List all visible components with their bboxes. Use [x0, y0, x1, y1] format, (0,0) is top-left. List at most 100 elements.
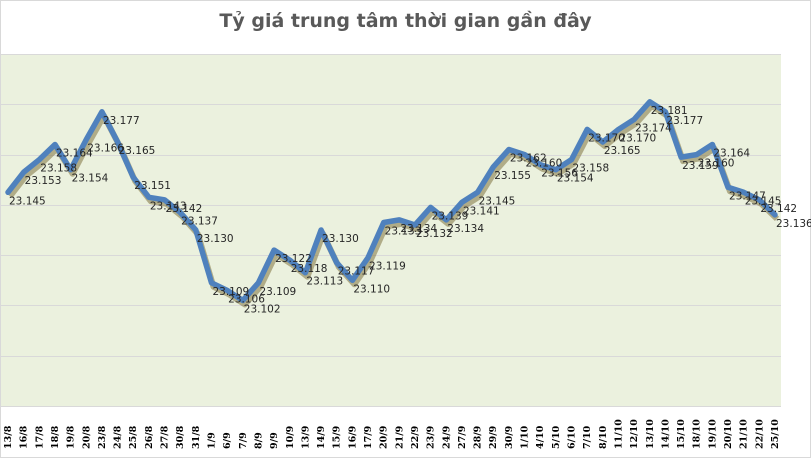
- x-axis-label: 29/9: [488, 425, 499, 449]
- x-axis-label: 7/9: [238, 432, 249, 449]
- x-axis-label: 1/9: [206, 432, 217, 449]
- x-axis-label: 15/9: [332, 425, 343, 449]
- x-axis-label: 24/8: [113, 425, 124, 449]
- data-label: 23.145: [745, 195, 782, 207]
- data-label: 23.170: [588, 132, 625, 144]
- data-label: 23.174: [635, 122, 672, 134]
- data-label: 23.117: [338, 266, 375, 278]
- data-label: 23.137: [181, 215, 218, 227]
- x-axis-label: 17/9: [363, 425, 374, 449]
- x-axis-label: 9/9: [269, 432, 280, 449]
- data-label: 23.160: [698, 158, 735, 170]
- data-label: 23.119: [369, 261, 406, 273]
- x-axis-label: 18/8: [50, 425, 61, 449]
- x-axis-label: 25/10: [770, 419, 781, 449]
- x-axis-label: 22/9: [410, 425, 421, 449]
- data-label: 23.133: [385, 225, 422, 237]
- data-label: 23.154: [72, 173, 109, 185]
- data-label: 23.118: [291, 263, 328, 275]
- x-axis-label: 23/9: [426, 425, 437, 449]
- plot-area: [1, 54, 781, 406]
- x-axis-label: 13/9: [300, 425, 311, 449]
- data-label: 23.155: [494, 170, 531, 182]
- x-axis-label: 21/10: [739, 419, 750, 449]
- x-axis-label: 19/8: [66, 425, 77, 449]
- data-label: 23.158: [40, 163, 77, 175]
- series-line: [5, 99, 778, 304]
- data-label: 23.151: [134, 180, 171, 192]
- x-axis-label: 16/9: [347, 425, 358, 449]
- data-label: 23.162: [510, 153, 547, 165]
- x-axis-label: 30/9: [504, 425, 515, 449]
- x-axis-label: 1/10: [520, 425, 531, 449]
- data-label: 23.102: [244, 303, 281, 315]
- x-axis-label: 20/9: [379, 425, 390, 449]
- data-label: 23.141: [463, 205, 500, 217]
- x-axis-label: 4/10: [535, 425, 546, 449]
- x-axis-label: 27/8: [160, 425, 171, 449]
- data-label: 23.166: [87, 142, 124, 154]
- x-axis-label: 7/10: [582, 425, 593, 449]
- data-label: 23.110: [353, 283, 390, 295]
- x-axis-label: 6/9: [222, 432, 233, 449]
- data-label: 23.170: [619, 132, 656, 144]
- x-axis-label: 16/8: [19, 425, 30, 449]
- x-axis-label: 22/10: [754, 419, 765, 449]
- x-axis-label: 17/8: [34, 425, 45, 449]
- data-label: 23.130: [197, 233, 234, 245]
- x-axis-label: 14/9: [316, 425, 327, 449]
- data-label: 23.160: [526, 158, 563, 170]
- x-axis-label: 8/9: [253, 432, 264, 449]
- x-axis-label: 26/8: [144, 425, 155, 449]
- data-label: 23.177: [666, 115, 703, 127]
- data-label: 23.139: [432, 210, 469, 222]
- x-axis-label: 24/9: [441, 425, 452, 449]
- data-label: 23.147: [729, 190, 766, 202]
- x-axis-label: 14/10: [660, 419, 671, 449]
- data-label: 23.159: [682, 160, 719, 172]
- x-axis-label: 27/9: [457, 425, 468, 449]
- x-axis-label: 30/8: [175, 425, 186, 449]
- data-label: 23.181: [651, 105, 688, 117]
- data-label: 23.143: [150, 200, 187, 212]
- data-label: 23.165: [604, 145, 641, 157]
- x-axis-label: 20/8: [81, 425, 92, 449]
- x-axis-label: 21/9: [394, 425, 405, 449]
- data-label: 23.109: [212, 286, 249, 298]
- data-label: 23.113: [306, 276, 343, 288]
- chart-title: Tỷ giá trung tâm thời gian gần đây: [219, 10, 592, 32]
- x-axis-label: 5/10: [551, 425, 562, 449]
- data-label: 23.165: [119, 145, 156, 157]
- data-label: 23.158: [573, 163, 610, 175]
- x-axis-label: 11/10: [613, 419, 624, 449]
- x-axis-label: 23/8: [97, 425, 108, 449]
- data-label: 23.134: [447, 223, 484, 235]
- x-axis-label: 13/10: [645, 419, 656, 449]
- x-axis-label: 25/8: [128, 425, 139, 449]
- x-axis-label: 6/10: [567, 425, 578, 449]
- data-label: 23.109: [259, 286, 296, 298]
- data-label: 23.156: [541, 168, 578, 180]
- data-label: 23.154: [557, 173, 594, 185]
- data-label: 23.142: [760, 203, 797, 215]
- x-axis-label: 13/8: [3, 425, 14, 449]
- data-label: 23.145: [9, 195, 46, 207]
- x-axis-label: 12/10: [629, 419, 640, 449]
- data-label: 23.145: [479, 195, 516, 207]
- data-label: 23.134: [400, 223, 437, 235]
- data-label: 23.106: [228, 293, 265, 305]
- x-axis-label: 31/8: [191, 425, 202, 449]
- x-axis-label: 8/10: [598, 425, 609, 449]
- x-axis-label: 10/9: [285, 425, 296, 449]
- data-label: 23.153: [25, 175, 62, 187]
- data-label: 23.164: [713, 148, 750, 160]
- data-label: 23.132: [416, 228, 453, 240]
- data-label: 23.164: [56, 148, 93, 160]
- x-axis-label: 28/9: [473, 425, 484, 449]
- x-axis-label: 19/10: [707, 419, 718, 449]
- x-axis-label: 18/10: [692, 419, 703, 449]
- data-label: 23.136: [776, 218, 811, 230]
- data-label: 23.177: [103, 115, 140, 127]
- x-axis-label: 15/10: [676, 419, 687, 449]
